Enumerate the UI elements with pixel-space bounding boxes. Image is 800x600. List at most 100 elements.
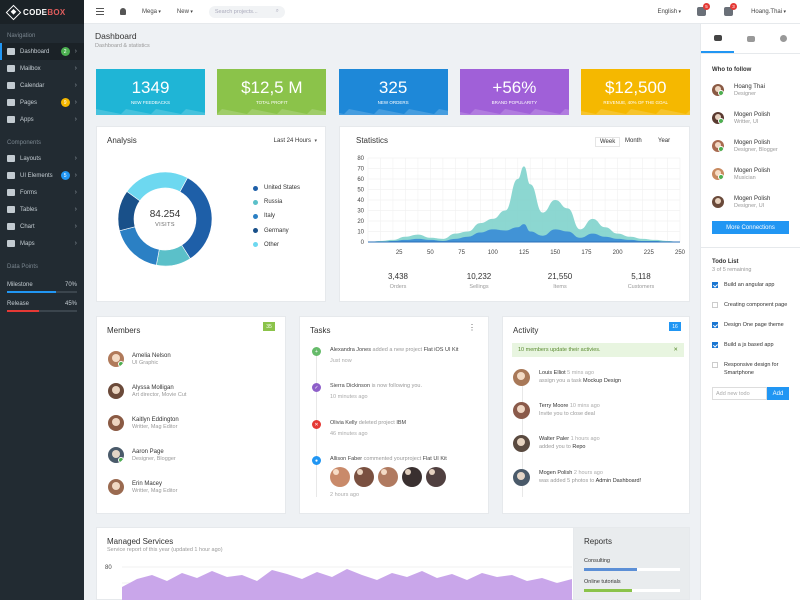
task-user[interactable]: Olivia Kelly	[330, 420, 358, 426]
todo-checkbox[interactable]	[712, 282, 718, 288]
summary-label: Orders	[389, 284, 407, 290]
activity-item[interactable]: Mogen Polish 2 hours ago was added 5 phot…	[513, 469, 641, 486]
task-time: Just now	[330, 358, 352, 364]
member-item[interactable]: Kaitlyn Eddington Writter, Mag Editor	[97, 407, 285, 439]
avatar[interactable]	[426, 467, 446, 487]
task-item[interactable]: Olivia Kelly deleted project IBM 46 minut…	[330, 420, 485, 437]
follow-item[interactable]: Mogen Polish Designer, UI	[701, 188, 800, 216]
sidebar-item-tables[interactable]: Tables ›	[0, 201, 84, 218]
todo-item[interactable]: Build an angular app	[701, 281, 800, 301]
task-user[interactable]: Allison Faber	[330, 456, 363, 462]
avatar[interactable]	[330, 467, 350, 487]
todo-checkbox[interactable]	[712, 362, 718, 368]
avatar[interactable]	[354, 467, 374, 487]
task-user[interactable]: Sierra Dickinson	[330, 383, 371, 389]
user-icon[interactable]	[120, 8, 126, 15]
follow-name: Mogen Polish	[734, 111, 771, 118]
activity-user[interactable]: Louis Elliot	[539, 370, 566, 376]
bell-icon[interactable]: 3	[724, 3, 738, 16]
avatar[interactable]	[378, 467, 398, 487]
task-item[interactable]: Sierra Dickinson is now following you. 10…	[330, 383, 485, 400]
summary-value: 5,118	[631, 272, 651, 281]
language-select[interactable]: English	[657, 9, 681, 15]
follow-item[interactable]: Hoang Thai Designer	[701, 76, 800, 104]
more-connections-button[interactable]: More Connections	[712, 221, 789, 234]
tab-settings[interactable]	[767, 24, 800, 53]
avatar	[712, 196, 724, 208]
search-input[interactable]: Search projects... ⌕	[208, 5, 285, 18]
follow-item[interactable]: Mogen Polish Writter, UI	[701, 104, 800, 132]
sidebar-item-calendar[interactable]: Calendar ›	[0, 77, 84, 94]
managed-services-chart	[122, 566, 572, 600]
activity-user[interactable]: Mogen Polish	[539, 470, 573, 476]
sidebar-item-maps[interactable]: Maps ›	[0, 235, 84, 252]
summary-value: 3,438	[387, 272, 409, 281]
sidebar-item-forms[interactable]: Forms ›	[0, 184, 84, 201]
task-target[interactable]: Flat UI Kit	[422, 456, 447, 462]
activity-target[interactable]: Admin Dashboard!	[595, 478, 642, 484]
task-target[interactable]: IBM	[396, 420, 407, 426]
stat-value: $12,500	[604, 78, 667, 97]
follow-role: Writter, UI	[734, 118, 759, 125]
member-item[interactable]: Alyssa Molligan Art director, Movie Cut	[97, 375, 285, 407]
activity-item[interactable]: Terry Moore 10 mins ago Invite you to clo…	[513, 402, 600, 419]
todo-item[interactable]: Responsive design for Smartphone	[701, 361, 800, 381]
tab-chat[interactable]	[734, 24, 767, 53]
activity-user[interactable]: Walter Paler	[539, 436, 570, 442]
member-role: UI Graphic	[132, 359, 159, 366]
activity-target[interactable]: Repo	[572, 444, 586, 450]
avatar[interactable]	[402, 467, 422, 487]
activity-target[interactable]: Mockup Design	[583, 378, 621, 384]
new-menu[interactable]: New	[177, 9, 193, 15]
sidebar-item-mailbox[interactable]: Mailbox ›	[0, 60, 84, 77]
todo-checkbox[interactable]	[712, 302, 718, 308]
todo-input[interactable]: Add new todo	[712, 387, 767, 400]
sidebar-item-chart[interactable]: Chart ›	[0, 218, 84, 235]
mail-icon[interactable]: 5	[697, 3, 711, 16]
member-role: Art director, Movie Cut	[132, 391, 187, 398]
visits-label: VISITS	[155, 222, 175, 228]
task-target[interactable]: Flat iOS UI Kit	[423, 347, 459, 353]
menu-toggle-icon[interactable]	[96, 8, 104, 15]
member-item[interactable]: Amelia Nelson UI Graphic	[97, 343, 285, 375]
activity-user[interactable]: Terry Moore	[539, 403, 569, 409]
todo-item[interactable]: Creating component page	[701, 301, 800, 321]
sidebar-item-apps[interactable]: Apps ›	[0, 111, 84, 128]
member-name: Amelia Nelson	[132, 352, 171, 359]
user-menu[interactable]: Hoang.Thai	[751, 9, 786, 15]
sidebar-item-pages[interactable]: Pages 9 ›	[0, 94, 84, 111]
todo-item[interactable]: Design One page theme	[701, 321, 800, 341]
task-user[interactable]: Alexandra Jones	[330, 347, 371, 353]
statistics-title: Statistics	[356, 136, 389, 145]
member-item[interactable]: Aaron Page Designer, Blogger	[97, 439, 285, 471]
more-vertical-icon[interactable]: ⋮	[468, 323, 476, 332]
task-item[interactable]: Alexandra Jones added a new project Flat…	[330, 347, 485, 364]
follow-role: Designer	[734, 90, 757, 97]
mail-badge: 5	[703, 3, 711, 10]
sidebar-item-ui-elements[interactable]: UI Elements 5 ›	[0, 167, 84, 184]
analysis-filter[interactable]: Last 24 Hours	[273, 138, 311, 144]
member-item[interactable]: Erin Macey Writter, Mag Editor	[97, 471, 285, 503]
follow-item[interactable]: Mogen Polish Musician	[701, 160, 800, 188]
activity-item[interactable]: Walter Paler 1 hours ago added you to Rep…	[513, 435, 600, 452]
maps-icon	[7, 240, 15, 247]
todo-checkbox[interactable]	[712, 342, 718, 348]
todo-checkbox[interactable]	[712, 322, 718, 328]
legend-label: Germany	[264, 227, 289, 234]
tab-month[interactable]: Month	[625, 138, 642, 144]
todo-item[interactable]: Build a js based app	[701, 341, 800, 361]
sidebar-item-layouts[interactable]: Layouts ›	[0, 150, 84, 167]
task-item[interactable]: Allison Faber commented yourproject Flat…	[330, 456, 485, 498]
activity-item[interactable]: Louis Elliot 5 mins ago assign you a task…	[513, 369, 621, 386]
tab-year[interactable]: Year	[658, 138, 671, 144]
brand-logo[interactable]: CODEBOX	[0, 0, 84, 24]
close-icon[interactable]: ✕	[673, 347, 678, 353]
summary-customers: 5,118 Customers	[611, 272, 671, 290]
legend-item: Russia	[253, 195, 300, 209]
sidebar-item-dashboard[interactable]: Dashboard 2 ›	[0, 43, 84, 60]
follow-item[interactable]: Mogen Polish Designer, Blogger	[701, 132, 800, 160]
add-todo-button[interactable]: Add	[767, 387, 789, 400]
tab-week[interactable]: Week	[595, 137, 621, 147]
mega-menu[interactable]: Mega	[142, 9, 161, 15]
tab-people[interactable]	[701, 24, 734, 53]
